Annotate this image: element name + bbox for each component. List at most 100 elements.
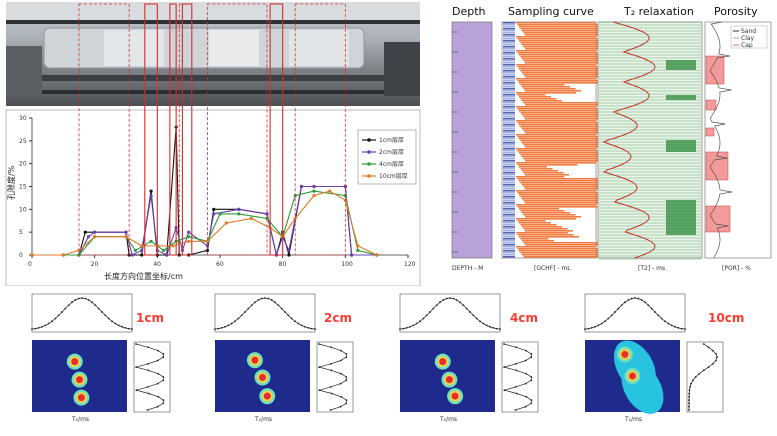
sampling-band	[523, 144, 604, 146]
sampling-band	[517, 80, 598, 82]
sampling-band	[522, 114, 602, 116]
sampling-blue-band	[503, 130, 515, 132]
sampling-blue-band	[503, 84, 515, 86]
window-markers	[78, 3, 346, 256]
footer-t2: [T2] - ms	[638, 265, 665, 272]
spectrum-frame	[584, 293, 686, 333]
bottom-panels: T₂/ms T₂/ms T₂/ms T₂/ms 1cm 2cm 4cm 10cm	[0, 290, 777, 432]
sampling-band	[519, 208, 559, 210]
legend-marker	[367, 138, 371, 142]
sampling-band	[516, 106, 596, 108]
sampling-blue-band	[503, 210, 515, 212]
header-porosity: Porosity	[714, 5, 758, 18]
footer-sampling: [GCHF] - mL	[534, 265, 571, 272]
heatmap-core	[451, 392, 459, 400]
sampling-blue-band	[503, 236, 515, 238]
sampling-band	[516, 120, 596, 122]
sampling-blue-band	[503, 242, 515, 244]
sampling-blue-band	[503, 228, 515, 230]
sampling-band	[523, 102, 604, 104]
sampling-band	[525, 62, 605, 64]
heatmap-core	[445, 376, 453, 384]
sampling-blue-band	[503, 146, 515, 148]
sampling-blue-band	[503, 212, 515, 214]
sampling-blue-band	[503, 44, 515, 46]
porosity-track-legend: Sand Clay Cap	[730, 25, 768, 49]
sampling-blue-band	[503, 80, 515, 82]
header-t2: T₂ relaxation	[623, 5, 694, 18]
series-point-2	[93, 230, 97, 234]
sampling-blue-band	[503, 58, 515, 60]
series-point-4	[312, 194, 316, 198]
sampling-blue-band	[503, 256, 515, 258]
series-point-2	[165, 253, 169, 257]
sampling-band	[523, 130, 604, 132]
sampling-blue-band	[503, 204, 515, 206]
profile-frame	[316, 341, 354, 413]
sampling-blue-band	[503, 116, 515, 118]
sampling-band	[523, 200, 604, 202]
sampling-blue-band	[503, 244, 515, 246]
sampling-band	[517, 206, 598, 208]
sampling-band	[523, 46, 604, 48]
sampling-band	[516, 134, 596, 136]
sampling-blue-band	[503, 72, 515, 74]
sampling-blue-band	[503, 50, 515, 52]
series-point-4	[124, 235, 128, 239]
sampling-blue-band	[503, 54, 515, 56]
sampling-band	[525, 244, 605, 246]
sampling-blue-band	[503, 194, 515, 196]
series-point-3	[149, 239, 153, 243]
dashed-window	[294, 3, 346, 256]
sampling-blue-band	[503, 134, 515, 136]
sampling-blue-band	[503, 28, 515, 30]
sampling-band	[522, 170, 558, 172]
legend-label: 10cm层厚	[379, 173, 408, 180]
x-tick-label: 120	[404, 261, 416, 268]
sampling-band	[516, 64, 596, 66]
legend-label: 1cm层厚	[379, 137, 404, 144]
depth-track	[451, 21, 493, 259]
sampling-band	[519, 180, 599, 182]
sampling-blue-band	[503, 246, 515, 248]
sampling-band	[516, 204, 596, 206]
sampling-blue-band	[503, 56, 515, 58]
series-point-2	[124, 230, 128, 234]
series-point-2	[265, 212, 269, 216]
series-point-3	[356, 248, 360, 253]
porosity-series	[30, 125, 379, 258]
sampling-band	[525, 216, 581, 218]
sampling-blue-band	[503, 60, 515, 62]
sampling-band	[519, 194, 599, 196]
profile-frame	[133, 341, 171, 413]
series-point-4	[356, 244, 360, 248]
sampling-band	[517, 136, 598, 138]
sampling-band	[522, 156, 602, 158]
sampling-band	[525, 202, 605, 204]
x-axis-label: 长度方向位置坐标/cm	[104, 271, 183, 281]
sampling-blue-band	[503, 98, 515, 100]
sampling-band	[525, 160, 605, 162]
sampling-band	[520, 168, 553, 170]
sampling-blue-band	[503, 86, 515, 88]
sampling-band	[519, 40, 599, 42]
svg-text:Sand: Sand	[741, 28, 756, 35]
sampling-band	[525, 90, 581, 92]
sampling-band	[522, 72, 602, 74]
sampling-blue-band	[503, 156, 515, 158]
series-point-4	[328, 189, 332, 193]
sampling-band	[522, 226, 562, 228]
sampling-band	[516, 92, 576, 94]
sampling-blue-band	[503, 62, 515, 64]
sampling-band	[517, 24, 598, 26]
sampling-band	[519, 82, 599, 84]
sampling-blue-band	[503, 202, 515, 204]
sampling-blue-band	[503, 186, 515, 188]
sampling-band	[522, 44, 602, 46]
sampling-blue-band	[503, 118, 515, 120]
legend-marker	[367, 150, 371, 154]
panel-label-1cm: 1cm	[136, 311, 164, 325]
series-point-2	[149, 194, 153, 198]
sampling-blue-band	[503, 66, 515, 68]
sampling-band	[522, 86, 570, 88]
